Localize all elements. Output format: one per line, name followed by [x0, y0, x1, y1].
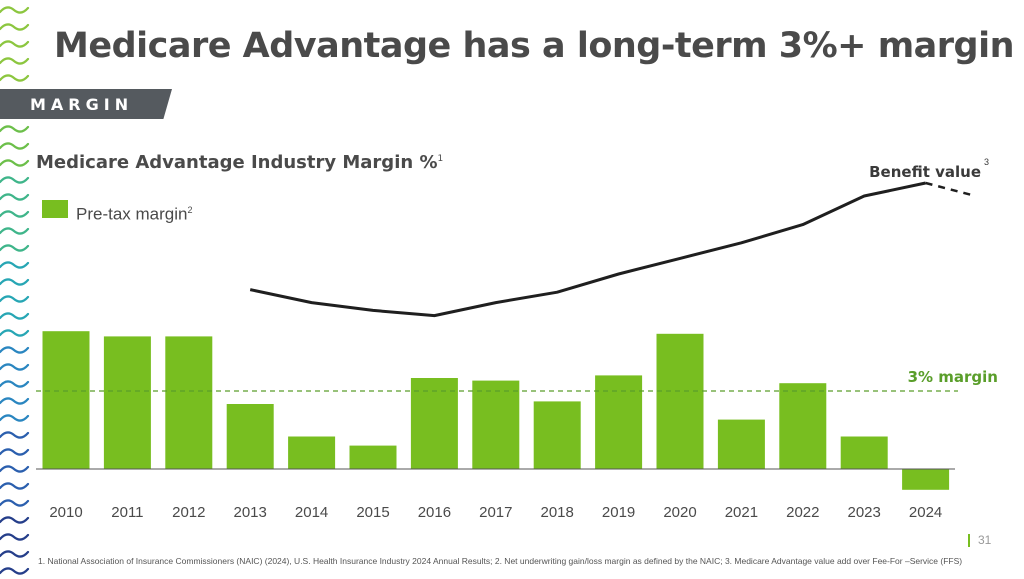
bar-2021 [717, 419, 765, 469]
footnote: 1. National Association of Insurance Com… [38, 556, 963, 566]
bar-2022 [779, 383, 827, 469]
x-tick-label-2022: 2022 [786, 504, 819, 521]
section-tag: MARGIN [0, 89, 172, 119]
page-number-divider [968, 534, 970, 548]
bar-2015 [349, 445, 397, 469]
wave-stroke [0, 244, 30, 252]
wave-stroke [0, 210, 30, 218]
chart-legend: Pre-tax margin2 [42, 200, 193, 225]
wave-stroke [0, 363, 30, 371]
chart-title-footnote: 1 [437, 154, 444, 164]
wave-stroke [0, 414, 30, 422]
x-tick-label-2014: 2014 [295, 504, 328, 521]
slide-title: Medicare Advantage has a long-term 3%+ m… [54, 26, 1015, 66]
x-tick-label-2021: 2021 [725, 504, 758, 521]
wave-stroke [0, 159, 30, 167]
bar-2016 [410, 378, 458, 469]
wave-stroke [0, 329, 30, 337]
wave-stroke [0, 499, 30, 507]
bar-2010 [42, 331, 90, 469]
wave-stroke [0, 40, 30, 48]
benefit-value-projection [925, 181, 976, 198]
bar-2018 [533, 401, 581, 469]
x-tick-label-2023: 2023 [848, 504, 881, 521]
wave-stroke [0, 57, 30, 65]
benefit-value-line [249, 181, 926, 318]
x-tick-label-2012: 2012 [172, 504, 205, 521]
wave-stroke [0, 380, 30, 388]
benefit-value-label: Benefit value [869, 163, 981, 181]
wave-stroke [0, 278, 30, 286]
wave-stroke [0, 193, 30, 201]
bar-2024 [902, 469, 950, 490]
wave-stroke [0, 142, 30, 150]
legend-label-text: Pre-tax margin [76, 204, 188, 224]
wave-stroke [0, 23, 30, 31]
legend-swatch-pretax [42, 200, 68, 218]
wave-stroke [0, 227, 30, 235]
bar-2023 [840, 436, 888, 469]
wave-stroke [0, 550, 30, 558]
wave-stroke [0, 533, 30, 541]
x-tick-label-2011: 2011 [111, 504, 143, 521]
wave-stroke [0, 6, 30, 14]
wave-stroke [0, 295, 30, 303]
x-tick-label-2010: 2010 [49, 504, 82, 521]
wave-stroke [0, 448, 30, 456]
wave-stroke [0, 125, 30, 133]
wave-stroke [0, 312, 30, 320]
bar-2012 [165, 336, 213, 469]
wave-stroke [0, 346, 30, 354]
threshold-label: 3% margin [908, 368, 998, 386]
bar-2013 [226, 404, 274, 469]
x-tick-label-2013: 2013 [234, 504, 267, 521]
wave-stroke [0, 176, 30, 184]
wave-stroke [0, 516, 30, 524]
bar-2014 [288, 436, 336, 469]
section-tag-label: MARGIN [30, 95, 134, 114]
x-tick-label-2015: 2015 [356, 504, 389, 521]
wave-stroke [0, 482, 30, 490]
benefit-value-footnote: 3 [984, 157, 989, 167]
bar-2011 [103, 336, 151, 469]
wave-stroke [0, 431, 30, 439]
wave-stroke [0, 567, 30, 575]
legend-footnote: 2 [187, 205, 193, 215]
x-tick-label-2024: 2024 [909, 504, 942, 521]
bar-2019 [595, 375, 643, 469]
page-number: 31 [968, 533, 992, 548]
x-tick-label-2020: 2020 [663, 504, 696, 521]
wave-stroke [0, 74, 30, 82]
wave-stroke [0, 397, 30, 405]
page-number-text: 31 [978, 533, 992, 547]
bar-2020 [656, 333, 704, 469]
bar-2017 [472, 380, 520, 469]
chart-title-text: Medicare Advantage Industry Margin % [36, 152, 438, 173]
margin-chart: 3% margin 2010 2011 2012 2013 2014 2015 2016 201… [36, 157, 998, 521]
legend-label-pretax: Pre-tax margin2 [76, 200, 193, 225]
x-tick-label-2018: 2018 [541, 504, 574, 521]
x-tick-label-2019: 2019 [602, 504, 635, 521]
x-tick-label-2016: 2016 [418, 504, 451, 521]
wave-stroke [0, 465, 30, 473]
wave-stroke [0, 261, 30, 269]
x-tick-label-2017: 2017 [479, 504, 512, 521]
chart-title: Medicare Advantage Industry Margin %1 [36, 152, 443, 173]
